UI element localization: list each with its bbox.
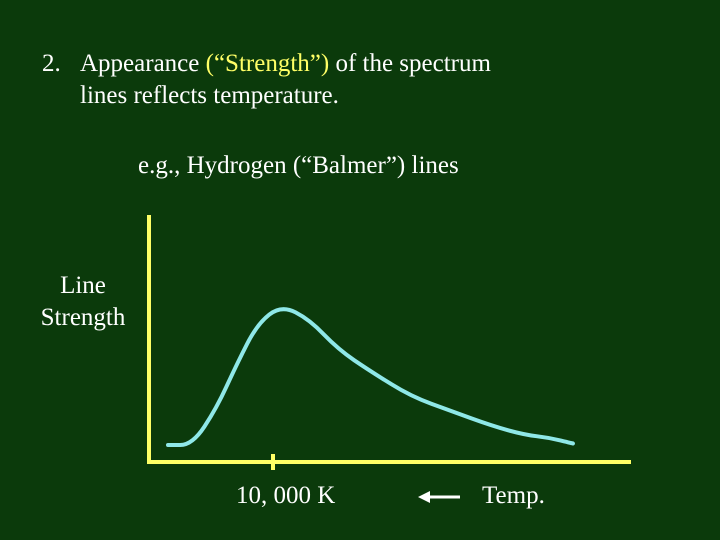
x-tick-label: 10, 000 K bbox=[236, 482, 336, 509]
heading-highlight: (“Strength”) bbox=[205, 50, 330, 77]
y-axis-label-line2: Strength bbox=[40, 304, 126, 331]
example-caption: e.g., Hydrogen (“Balmer”) lines bbox=[138, 152, 459, 179]
x-axis-label: Temp. bbox=[482, 482, 545, 509]
y-axis-label-line1: Line bbox=[60, 272, 106, 299]
slide-heading: 2. Appearance (“Strength”) of the spectru… bbox=[42, 48, 662, 112]
left-arrow-icon bbox=[418, 491, 430, 503]
balmer-strength-curve bbox=[166, 307, 576, 447]
heading-text-before: Appearance bbox=[80, 50, 206, 77]
heading-number: 2. bbox=[42, 50, 61, 77]
y-axis-label: Line Strength bbox=[22, 270, 144, 334]
heading-line2: lines reflects temperature. bbox=[80, 82, 339, 109]
heading-text-after: of the spectrum bbox=[329, 50, 491, 77]
